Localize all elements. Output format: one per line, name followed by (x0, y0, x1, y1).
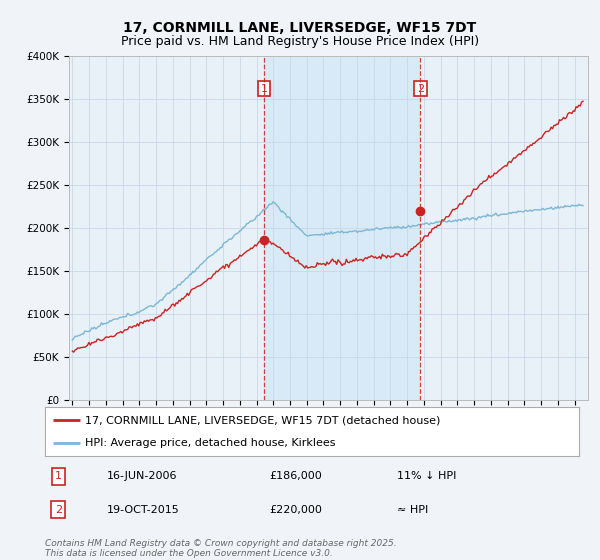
Text: £186,000: £186,000 (269, 472, 322, 482)
Text: Price paid vs. HM Land Registry's House Price Index (HPI): Price paid vs. HM Land Registry's House … (121, 35, 479, 48)
Text: HPI: Average price, detached house, Kirklees: HPI: Average price, detached house, Kirk… (85, 438, 335, 448)
Text: 17, CORNMILL LANE, LIVERSEDGE, WF15 7DT (detached house): 17, CORNMILL LANE, LIVERSEDGE, WF15 7DT … (85, 416, 440, 426)
Text: 2: 2 (417, 83, 424, 94)
Text: Contains HM Land Registry data © Crown copyright and database right 2025.
This d: Contains HM Land Registry data © Crown c… (45, 539, 397, 558)
Text: 2: 2 (55, 505, 62, 515)
Text: 19-OCT-2015: 19-OCT-2015 (106, 505, 179, 515)
Text: £220,000: £220,000 (269, 505, 322, 515)
Text: 17, CORNMILL LANE, LIVERSEDGE, WF15 7DT: 17, CORNMILL LANE, LIVERSEDGE, WF15 7DT (124, 21, 476, 35)
Text: ≈ HPI: ≈ HPI (397, 505, 428, 515)
Text: 16-JUN-2006: 16-JUN-2006 (106, 472, 177, 482)
Text: 11% ↓ HPI: 11% ↓ HPI (397, 472, 457, 482)
Bar (264, 56, 421, 400)
Text: 1: 1 (55, 472, 62, 482)
Text: 1: 1 (260, 83, 268, 94)
